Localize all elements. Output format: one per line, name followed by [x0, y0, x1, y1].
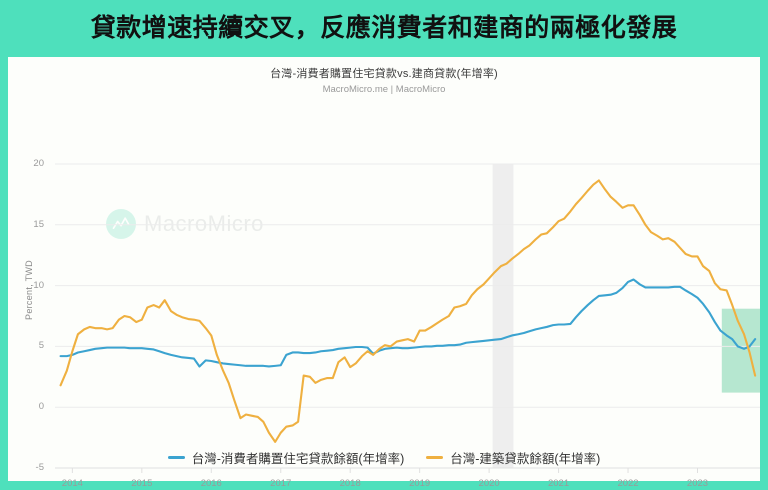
- y-axis-tick-label: 10: [33, 279, 44, 291]
- plot-area: Percent, TWD 20 15 10 5 0 -5 2014 2015 2016 2017…: [8, 57, 762, 489]
- y-axis-tick-label: 5: [38, 340, 44, 352]
- y-axis-tick-label: 15: [33, 218, 44, 230]
- x-axis-tick-label: 2018: [339, 478, 361, 489]
- y-axis-tick-label: -5: [35, 462, 44, 473]
- y-axis-tick-label: 20: [33, 158, 44, 169]
- chart-legend: 台灣-消費者購置住宅貸款餘額(年增率) 台灣-建築貸款餘額(年增率): [8, 448, 760, 467]
- x-axis-tick-label: 2021: [547, 478, 570, 489]
- chart-card: 台灣-消費者購置住宅貸款vs.建商貸款(年增率) MacroMicro.me |…: [8, 57, 762, 489]
- chart-title: 台灣-消費者購置住宅貸款vs.建商貸款(年增率): [270, 68, 498, 80]
- legend-label: 台灣-消費者購置住宅貸款餘額(年增率): [191, 452, 405, 466]
- y-axis-tick-label: 0: [38, 401, 44, 413]
- x-axis-tick-label: 2023: [686, 478, 709, 489]
- x-axis-tick-label: 2022: [617, 478, 639, 489]
- header-banner: 貸款增速持續交叉，反應消費者和建商的兩極化發展: [0, 0, 768, 57]
- series-line-2: [59, 179, 757, 443]
- x-axis-tick-label: 2015: [131, 478, 153, 489]
- legend-label: 台灣-建築貸款餘額(年增率): [450, 452, 601, 466]
- page-title: 貸款增速持續交叉，反應消費者和建商的兩極化發展: [90, 14, 678, 42]
- legend-color-swatch: [426, 456, 444, 459]
- x-axis-tick-label: 2016: [200, 478, 222, 489]
- legend-item-1[interactable]: 台灣-消費者購置住宅貸款餘額(年增率): [167, 448, 405, 467]
- series-line-1: [59, 278, 757, 368]
- x-axis-tick-label: 2014: [61, 478, 83, 489]
- legend-item-2[interactable]: 台灣-建築貸款餘額(年增率): [426, 448, 600, 467]
- x-axis-tick-label: 2019: [409, 478, 431, 489]
- chart-svg: [55, 163, 762, 473]
- x-axis-tick-label: 2020: [478, 478, 500, 489]
- legend-color-swatch: [167, 456, 185, 459]
- crossover-highlight: [721, 308, 762, 393]
- recession-band: [492, 164, 514, 468]
- chart-source-attribution: MacroMicro.me | MacroMicro: [322, 84, 446, 95]
- x-axis-tick-label: 2017: [270, 478, 292, 489]
